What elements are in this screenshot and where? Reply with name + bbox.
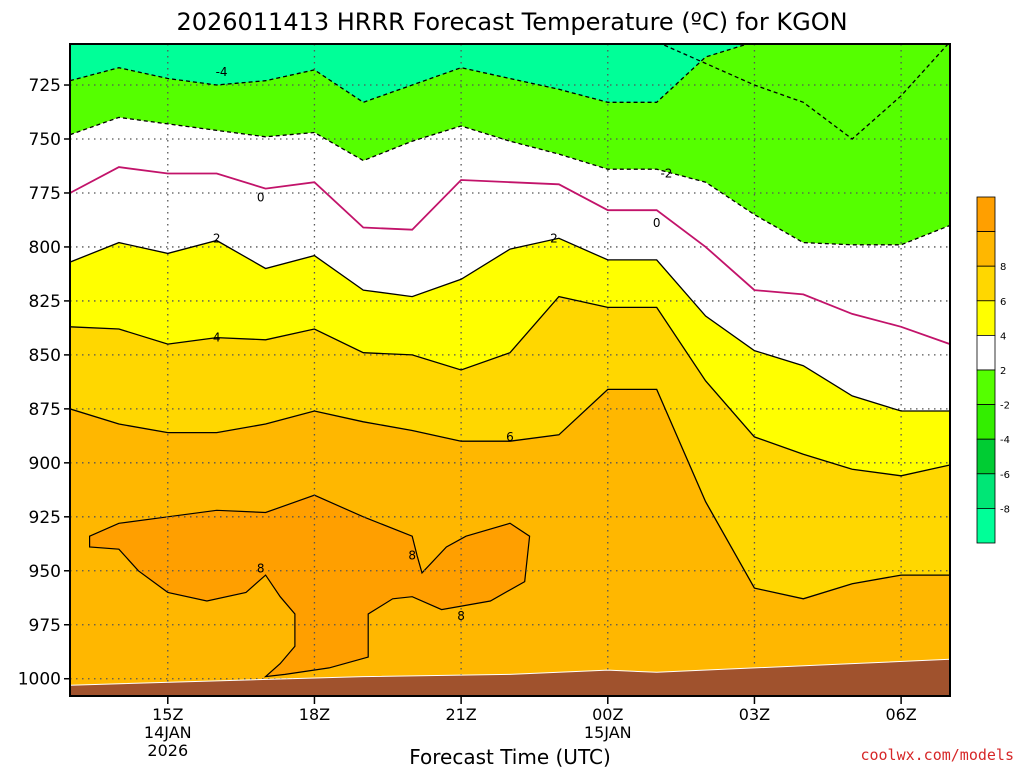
x-tick-label-06Z: 06Z <box>885 705 916 724</box>
legend-swatch-4 <box>976 334 996 371</box>
legend-swatch-9 <box>976 507 996 544</box>
x-axis-label: Forecast Time (UTC) <box>409 745 611 768</box>
contour-line--4-0 <box>70 44 750 104</box>
contour-label-10: 8 <box>408 549 416 563</box>
legend-label-6: -4 <box>1000 435 1010 446</box>
legend-swatch-8 <box>976 473 996 509</box>
legend-label-7: -6 <box>1000 470 1010 481</box>
legend-swatch-6 <box>976 404 996 440</box>
band-fill-above-8 <box>89 494 531 678</box>
y-tick-label-925: 925 <box>29 508 61 528</box>
contour-lines <box>70 44 950 600</box>
x-tick-label-03Z: 03Z <box>739 705 770 724</box>
y-tick-label-875: 875 <box>29 400 61 420</box>
band-fill-4-6 <box>70 296 950 599</box>
legend-swatch-7 <box>976 438 996 475</box>
contour-line--2-1 <box>70 116 950 246</box>
legend-swatch-3 <box>976 300 996 336</box>
legend-swatch-1 <box>976 231 996 267</box>
x-tick-label-21Z: 21Z <box>445 705 476 724</box>
y-tick-label-775: 775 <box>29 184 61 204</box>
y-tick-label-725: 725 <box>29 76 61 96</box>
contour-label-2: 0 <box>257 190 265 204</box>
contour-line-2-4 <box>70 237 950 412</box>
x-year-label-15Z: 2026 <box>147 741 188 760</box>
legend-label-2: 6 <box>1000 297 1006 308</box>
y-tick-label-825: 825 <box>29 292 61 312</box>
legend-swatch-2 <box>976 265 996 302</box>
legend-label-1: 8 <box>1000 262 1006 273</box>
legend-swatch-0 <box>976 196 996 232</box>
band-fill-minus6-minus4 <box>70 44 748 103</box>
chart-title: 2026011413 HRRR Forecast Temperature (ºC… <box>176 8 847 36</box>
contour-line-6-6 <box>70 388 950 600</box>
contour-line-4-5 <box>70 295 950 477</box>
y-tick-label-950: 950 <box>29 562 61 582</box>
y-tick-label-850: 850 <box>29 346 61 366</box>
plot-area: -4 -2 0 0 2 2 4 6 8 8 8 <box>70 44 950 696</box>
credit-text: coolwx.com/models <box>860 746 1014 764</box>
x-tick-label-18Z: 18Z <box>299 705 330 724</box>
contour-label-1: -2 <box>660 167 672 181</box>
band-fill-minus2-2 <box>70 117 950 412</box>
contour-label-9: 8 <box>457 609 465 623</box>
contour-line--2-2 <box>660 44 949 140</box>
legend-label-8: -8 <box>1000 504 1010 515</box>
x-tick-label-00Z: 00Z <box>592 705 623 724</box>
y-axis: 725 750 775 800 825 850 875 900 925 950 975 1000 <box>18 76 70 690</box>
contour-label-6: 4 <box>213 331 221 345</box>
plot-frame <box>69 43 951 697</box>
y-tick-label-1000: 1000 <box>18 670 61 690</box>
contour-line-0-3 <box>70 166 950 345</box>
contour-label-4: 2 <box>213 231 221 245</box>
ground-area <box>70 658 950 696</box>
contour-label-7: 6 <box>506 430 514 444</box>
legend-swatch-5 <box>976 369 996 405</box>
legend-label-5: -2 <box>1000 401 1010 412</box>
x-date-label-15Z: 14JAN <box>144 723 192 742</box>
y-tick-label-750: 750 <box>29 130 61 150</box>
band-fill-2-4 <box>70 238 950 476</box>
contour-label-3: 0 <box>653 216 661 230</box>
x-tick-label-15Z: 15Z <box>152 705 183 724</box>
band-fill-minus4-minus2 <box>70 44 950 245</box>
y-tick-label-800: 800 <box>29 238 61 258</box>
legend-label-3: 4 <box>1000 331 1006 342</box>
x-date-label-00Z: 15JAN <box>584 723 632 742</box>
color-legend: 8 6 4 2 -2 -4 -6 -8 <box>976 196 1010 544</box>
legend-label-4: 2 <box>1000 366 1006 377</box>
contour-labels: -4 -2 0 0 2 2 4 6 8 8 8 <box>213 65 673 623</box>
contour-label-5: 2 <box>550 231 558 245</box>
y-tick-label-975: 975 <box>29 616 61 636</box>
contour-label-0: -4 <box>216 65 228 79</box>
grid-lines <box>70 44 950 696</box>
y-tick-label-900: 900 <box>29 454 61 474</box>
contour-label-8: 8 <box>257 562 265 576</box>
